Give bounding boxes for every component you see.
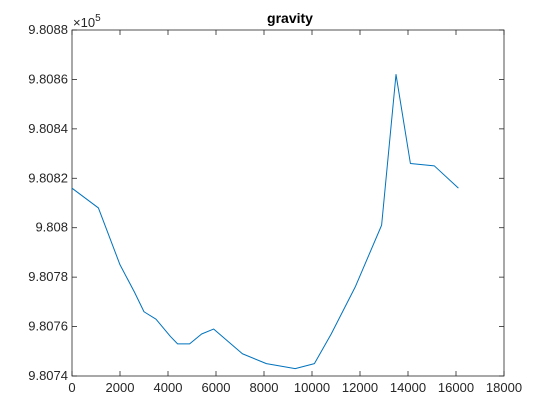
y-tick-label: 9.8076: [28, 319, 68, 334]
y-tick-label: 9.8084: [28, 121, 68, 136]
x-tick-label: 14000: [390, 380, 426, 395]
plot-area-box: [71, 29, 505, 377]
y-axis-exponent-base: ×10: [73, 15, 95, 30]
x-tick-label: 6000: [202, 380, 231, 395]
x-tick-label: 4000: [154, 380, 183, 395]
chart-title: gravity: [267, 10, 313, 26]
x-tick-label: 2000: [106, 380, 135, 395]
y-tick-label: 9.8078: [28, 269, 68, 284]
series-line-0: [71, 73, 459, 370]
plot-group: [71, 73, 459, 370]
y-axis-exponent-label: ×105: [73, 13, 101, 30]
y-axis-exponent-power: 5: [95, 13, 101, 24]
x-tick-label: 10000: [294, 380, 330, 395]
x-tick-label: 8000: [250, 380, 279, 395]
y-tick-label: 9.8088: [28, 22, 68, 37]
axes-group: 0 2000 4000 6000 8000 10000 12000 14000 16000 180…: [28, 22, 522, 395]
x-tick-label: 18000: [486, 380, 522, 395]
y-tick-label: 9.8082: [28, 170, 68, 185]
x-tick-label: 12000: [342, 380, 378, 395]
x-tick-label: 16000: [438, 380, 474, 395]
x-tick-label: 0: [68, 380, 75, 395]
y-tick-label: 9.8074: [28, 368, 68, 383]
y-tick-label: 9.8086: [28, 71, 68, 86]
y-tick-label: 9.808: [35, 220, 68, 235]
